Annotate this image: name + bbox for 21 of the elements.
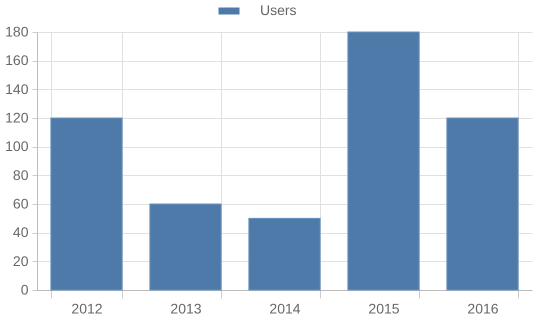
y-tick-label: 160 bbox=[5, 52, 29, 68]
y-tick-label: 80 bbox=[12, 166, 29, 183]
y-tick-label: 120 bbox=[5, 110, 29, 126]
x-tick-label: 2013 bbox=[170, 300, 202, 316]
x-tick-label: 2014 bbox=[269, 300, 301, 316]
bar bbox=[248, 218, 321, 290]
y-tick-label: 20 bbox=[12, 252, 29, 269]
y-tick-label: 60 bbox=[12, 196, 29, 212]
x-tick-label: 2012 bbox=[71, 300, 103, 316]
legend-label: Users bbox=[260, 2, 297, 18]
y-tick-label: 100 bbox=[5, 138, 29, 154]
bar bbox=[50, 118, 123, 290]
y-tick-label: 40 bbox=[12, 224, 29, 240]
bar bbox=[347, 32, 420, 290]
bar bbox=[149, 204, 222, 290]
y-tick-label: 180 bbox=[5, 24, 29, 40]
y-tick-label: 0 bbox=[20, 282, 29, 298]
bar bbox=[446, 118, 519, 290]
x-tick-label: 2016 bbox=[467, 300, 499, 316]
x-tick-label: 2015 bbox=[368, 300, 400, 316]
y-tick-label: 140 bbox=[5, 80, 29, 97]
